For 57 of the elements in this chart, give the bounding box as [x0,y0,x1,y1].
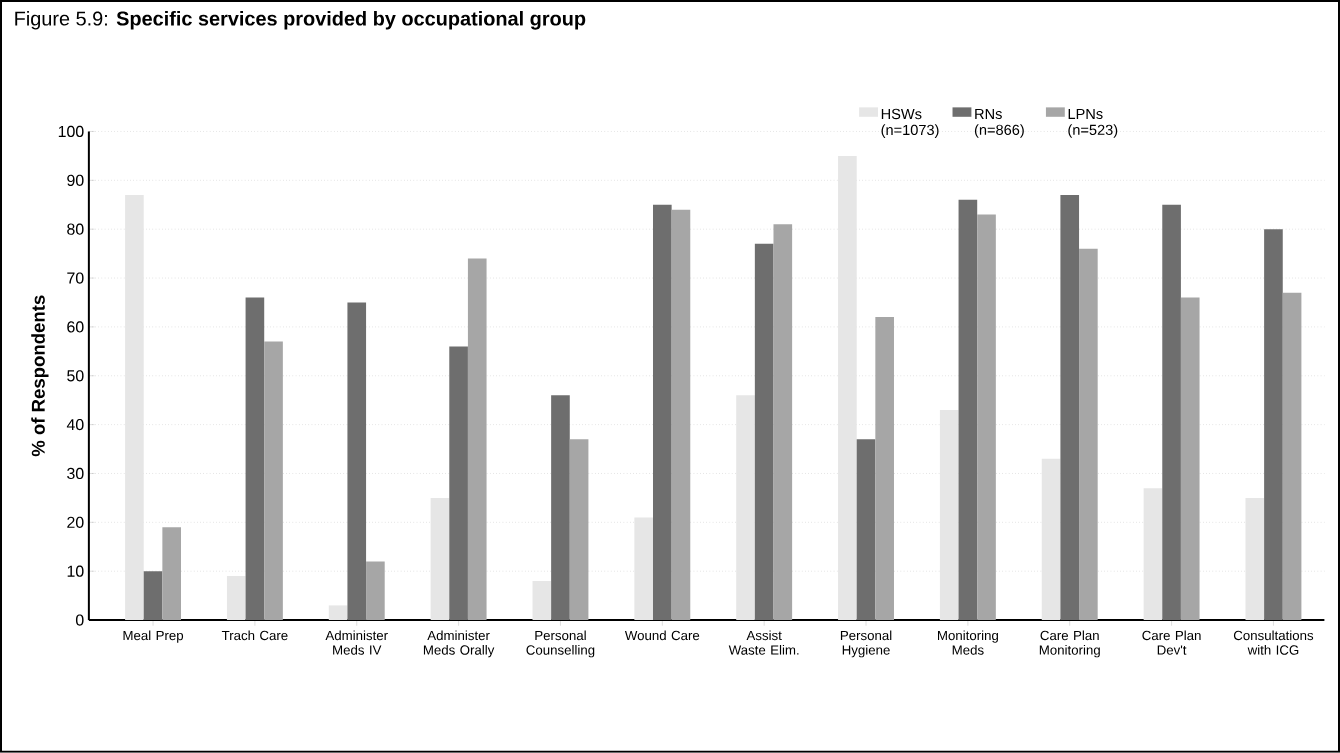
bar [754,243,774,621]
bar [958,199,978,621]
y-tick-label: 80 [67,223,84,235]
x-tick-label: Wound Care [624,630,700,641]
bar [1079,248,1098,621]
y-tick-label: 50 [67,370,84,382]
y-tick-label: 100 [58,125,84,138]
bar [328,605,348,621]
bar [245,297,265,621]
bar [939,410,959,621]
x-tick-label: Assist Waste Elim. [728,630,799,655]
bar [1060,195,1080,621]
bar [838,155,857,621]
x-tick-label: Trach Care [221,630,288,641]
bar [143,571,163,621]
chart-title: Figure 5.9: Specific services provided by occupational group [15,11,586,30]
bar [1162,204,1181,621]
bar [125,195,144,621]
y-tick-label: 30 [67,467,84,480]
x-tick-label: Administer Meds Orally [423,630,495,658]
legend-label: LPNs (n=523) [1068,108,1118,138]
y-tick-label: 70 [67,272,84,284]
y-tick-label: 10 [67,565,84,577]
y-tick-label: 0 [75,614,84,626]
x-tick-label: Administer Meds IV [325,630,388,655]
x-tick-label: Monitoring Meds [938,630,998,655]
y-tick-label: 90 [67,174,84,186]
x-tick-label: Care Plan Monitoring [1039,630,1100,658]
bar [449,346,468,621]
bar [569,439,589,621]
y-axis-title: % of Respondents [31,295,49,457]
bar [226,576,246,621]
y-tick-label: 60 [67,321,84,333]
y-tick-label: 20 [67,516,84,529]
legend-label: RNs (n=866) [974,108,1024,138]
bar [532,581,552,621]
bar [430,497,450,621]
bar [1143,488,1163,621]
bar [1041,458,1061,621]
bar [736,395,755,621]
bar [1264,229,1283,621]
bar [1245,497,1265,621]
x-tick-label: Consultations with ICG [1233,630,1314,655]
x-tick-label: Personal Hygiene [840,630,892,658]
x-tick-label: Personal Counselling [526,630,595,658]
bar [856,439,876,621]
bar [1180,297,1200,621]
y-tick-label: 40 [66,419,84,431]
bar [773,224,793,621]
bar [551,395,570,621]
bar [634,517,653,621]
bar [347,302,367,621]
x-tick-label: Care Plan Dev't [1142,630,1201,655]
legend-label: HSWs (n=1073) [881,108,939,138]
bar [653,204,672,621]
x-tick-label: Meal Prep [123,630,184,643]
bar [264,341,283,621]
